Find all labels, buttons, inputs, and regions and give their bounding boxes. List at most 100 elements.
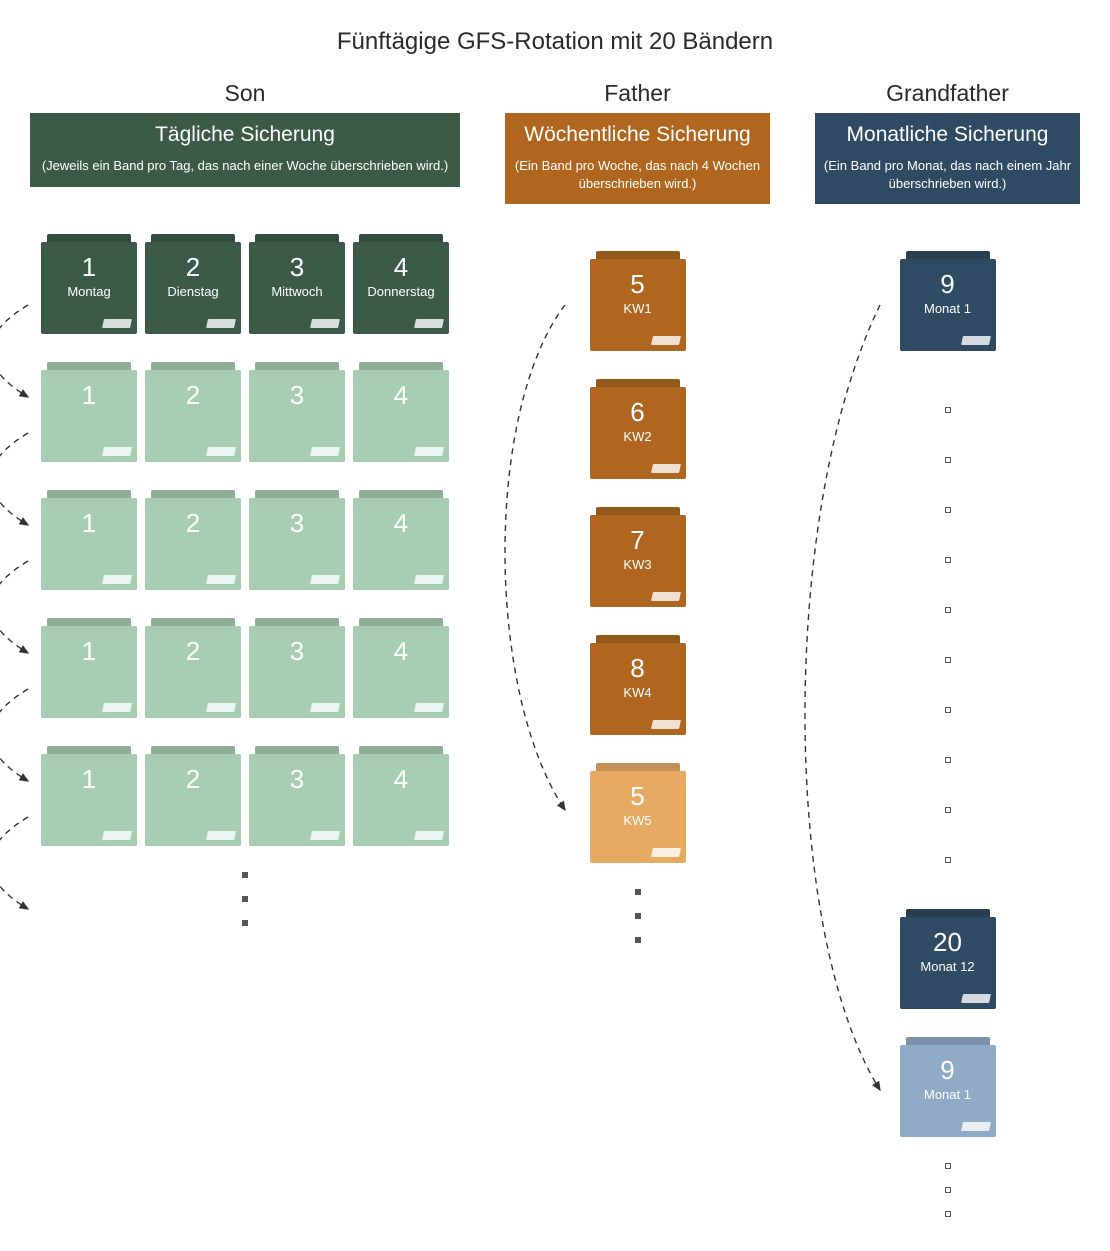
- tape-row: 1 2 3 4: [30, 370, 460, 462]
- tape: 3 Mittwoch: [249, 242, 345, 334]
- tape-number: 3: [290, 382, 304, 408]
- tape-label: Montag: [67, 284, 110, 299]
- tape-number: 2: [186, 254, 200, 280]
- tape: 8KW4: [590, 643, 686, 735]
- tape-label: KW2: [623, 429, 651, 444]
- tape: 5KW5: [590, 771, 686, 863]
- grand-header-sub: (Ein Band pro Monat, das nach einem Jahr…: [823, 157, 1072, 192]
- tape-number: 9: [940, 271, 954, 297]
- tape-number: 1: [82, 510, 96, 536]
- tape: 4: [353, 754, 449, 846]
- tape-row: 1 2 3 4: [30, 626, 460, 718]
- father-column: Father Wöchentliche Sicherung (Ein Band …: [505, 80, 770, 1217]
- son-tape-grid: 1 Montag 2 Dienstag 3 Mittwoch 4 Donnerstag 1 2 3 4…: [30, 242, 460, 846]
- grand-label: Grandfather: [815, 80, 1080, 107]
- tape-row: 5KW1: [505, 259, 770, 351]
- son-header-main: Tägliche Sicherung: [38, 123, 452, 147]
- tape-number: 6: [630, 399, 644, 425]
- father-tape-grid: 5KW16KW27KW38KW45KW5: [505, 259, 770, 863]
- tape-row: 9 Monat 1: [815, 259, 1080, 351]
- tape: 9 Monat 1: [900, 1045, 996, 1137]
- tape-number: 4: [394, 510, 408, 536]
- tape: 6KW2: [590, 387, 686, 479]
- tape: 1: [41, 754, 137, 846]
- father-header-sub: (Ein Band pro Woche, das nach 4 Wochen ü…: [513, 157, 762, 192]
- tape-number: 2: [186, 510, 200, 536]
- tape: 2 Dienstag: [145, 242, 241, 334]
- tape: 1: [41, 626, 137, 718]
- tape: 3: [249, 498, 345, 590]
- tape-label: Dienstag: [167, 284, 218, 299]
- tape-label: Donnerstag: [367, 284, 434, 299]
- grand-end-dots: [815, 1163, 1080, 1217]
- tape-number: 5: [630, 271, 644, 297]
- tape: 3: [249, 626, 345, 718]
- tape-row: 5KW5: [505, 771, 770, 863]
- son-header-sub: (Jeweils ein Band pro Tag, das nach eine…: [38, 157, 452, 175]
- tape-number: 4: [394, 638, 408, 664]
- son-label: Son: [30, 80, 460, 107]
- tape: 1: [41, 498, 137, 590]
- father-dots: [505, 889, 770, 943]
- tape-number: 5: [630, 783, 644, 809]
- tape-number: 2: [186, 382, 200, 408]
- tape-label: KW4: [623, 685, 651, 700]
- tape-number: 1: [82, 382, 96, 408]
- tape-number: 8: [630, 655, 644, 681]
- tape-row: 1 2 3 4: [30, 498, 460, 590]
- tape-number: 2: [186, 638, 200, 664]
- son-column: Son Tägliche Sicherung (Jeweils ein Band…: [30, 80, 460, 1217]
- tape: 7KW3: [590, 515, 686, 607]
- tape-number: 2: [186, 766, 200, 792]
- father-label: Father: [505, 80, 770, 107]
- grand-mid-dots: [815, 387, 1080, 897]
- tape: 5KW1: [590, 259, 686, 351]
- tape: 4 Donnerstag: [353, 242, 449, 334]
- tape-number: 1: [82, 638, 96, 664]
- son-dots: [30, 872, 460, 926]
- tape-number: 7: [630, 527, 644, 553]
- tape-row: 1 2 3 4: [30, 754, 460, 846]
- tape-number: 4: [394, 382, 408, 408]
- tape-number: 3: [290, 510, 304, 536]
- grand-header-main: Monatliche Sicherung: [823, 123, 1072, 147]
- tape-number: 3: [290, 766, 304, 792]
- tape: 4: [353, 498, 449, 590]
- tape: 4: [353, 626, 449, 718]
- tape-number: 1: [82, 766, 96, 792]
- columns-wrapper: Son Tägliche Sicherung (Jeweils ein Band…: [30, 80, 1080, 1217]
- tape-number: 4: [394, 766, 408, 792]
- tape: 4: [353, 370, 449, 462]
- tape: 9 Monat 1: [900, 259, 996, 351]
- grand-tape-grid: 9 Monat 1 20 Monat 12 9 Monat 1: [815, 259, 1080, 1217]
- son-header: Tägliche Sicherung (Jeweils ein Band pro…: [30, 113, 460, 187]
- father-header-main: Wöchentliche Sicherung: [513, 123, 762, 147]
- tape-number: 1: [82, 254, 96, 280]
- tape-row: 7KW3: [505, 515, 770, 607]
- tape-number: 4: [394, 254, 408, 280]
- tape-label: Monat 1: [924, 301, 971, 316]
- tape: 2: [145, 626, 241, 718]
- tape-label: Monat 12: [920, 959, 974, 974]
- tape-row: 20 Monat 12: [815, 917, 1080, 1009]
- tape-number: 20: [933, 929, 962, 955]
- tape: 2: [145, 498, 241, 590]
- tape-label: Monat 1: [924, 1087, 971, 1102]
- father-header: Wöchentliche Sicherung (Ein Band pro Woc…: [505, 113, 770, 204]
- tape-row: 1 Montag 2 Dienstag 3 Mittwoch 4 Donnerstag: [30, 242, 460, 334]
- tape: 1: [41, 370, 137, 462]
- tape-row: 6KW2: [505, 387, 770, 479]
- tape: 20 Monat 12: [900, 917, 996, 1009]
- tape-number: 9: [940, 1057, 954, 1083]
- tape-label: KW5: [623, 813, 651, 828]
- tape: 2: [145, 370, 241, 462]
- tape-label: KW1: [623, 301, 651, 316]
- grand-column: Grandfather Monatliche Sicherung (Ein Ba…: [815, 80, 1080, 1217]
- tape: 3: [249, 754, 345, 846]
- tape-label: KW3: [623, 557, 651, 572]
- page-title: Fünftägige GFS-Rotation mit 20 Bändern: [30, 28, 1080, 56]
- tape: 3: [249, 370, 345, 462]
- tape: 2: [145, 754, 241, 846]
- tape-label: Mittwoch: [271, 284, 322, 299]
- tape-number: 3: [290, 254, 304, 280]
